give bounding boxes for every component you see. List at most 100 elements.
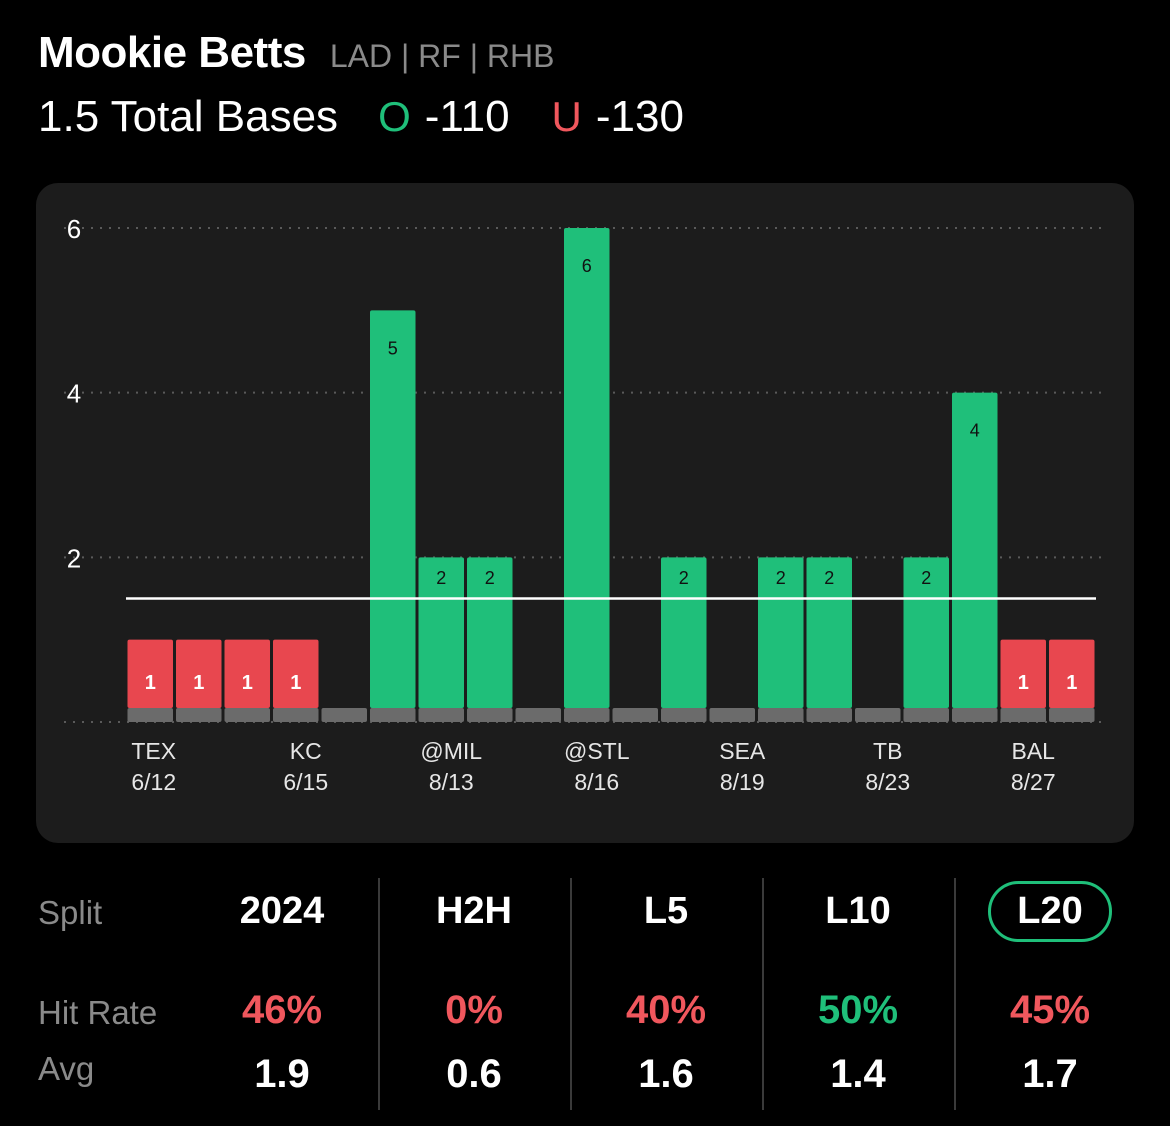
- y-tick-label: 2: [67, 543, 81, 573]
- bar-value-label: 2: [485, 568, 495, 588]
- bar-value-label: 2: [824, 568, 834, 588]
- game-log-chart: 2 4 6 1 1 1 1 5 2 2 6 2 2 2 2 4 1 1 TEX 6/12 KC 6/15 @MIL 8/13 @…: [36, 183, 1134, 843]
- bar-base: [321, 708, 367, 722]
- split-tab-label: H2H: [435, 890, 513, 932]
- x-date-label: 6/15: [283, 769, 328, 795]
- hit-rate-value: 46%: [241, 988, 323, 1032]
- under-icon: U: [551, 93, 582, 140]
- bar-value-label: 2: [679, 568, 689, 588]
- bar-value-label: 1: [1066, 672, 1077, 694]
- bar-value-label: 1: [193, 672, 204, 694]
- hit-rate-value: 40%: [625, 988, 707, 1032]
- bar-value-label: 4: [970, 421, 980, 441]
- split-tab[interactable]: L5: [571, 890, 761, 933]
- hit-rate-value: 45%: [1009, 988, 1091, 1032]
- x-team-label: SEA: [719, 738, 766, 764]
- bar-value-label: 2: [776, 568, 786, 588]
- bar: [952, 392, 998, 708]
- prop-header: Mookie Betts LAD | RF | RHB 1.5 Total Ba…: [38, 28, 684, 142]
- hit-rate-value: 0%: [445, 988, 503, 1032]
- x-team-label: TEX: [131, 738, 176, 764]
- x-date-label: 8/27: [1011, 769, 1056, 795]
- split-tab-label: L20: [988, 881, 1112, 942]
- player-name: Mookie Betts: [38, 28, 306, 77]
- x-date-label: 8/16: [574, 769, 619, 795]
- x-date-label: 8/23: [865, 769, 910, 795]
- bar: [758, 557, 804, 708]
- avg-value: 0.6: [446, 1052, 502, 1096]
- bar-base: [855, 708, 901, 722]
- prop-row: 1.5 Total Bases O -110 U -130: [38, 92, 684, 142]
- avg-label: Avg: [38, 1050, 95, 1087]
- bar: [1049, 639, 1095, 708]
- bar-base: [467, 708, 513, 722]
- bar-base: [661, 708, 707, 722]
- bar-base: [418, 708, 464, 722]
- player-row: Mookie Betts LAD | RF | RHB: [38, 28, 684, 78]
- bar-base: [127, 708, 173, 722]
- bar-base: [1049, 708, 1095, 722]
- bar-base: [612, 708, 658, 722]
- split-tab[interactable]: 2024: [187, 890, 377, 933]
- under-odds-value: -130: [595, 92, 684, 141]
- split-tab[interactable]: H2H: [379, 890, 569, 933]
- bar: [273, 639, 319, 708]
- bar-base: [1000, 708, 1046, 722]
- bar-base: [903, 708, 949, 722]
- bar: [564, 228, 610, 708]
- bar-chart: 2 4 6 1 1 1 1 5 2 2 6 2 2 2 2 4 1 1 TEX 6/12 KC 6/15 @MIL 8/13 @…: [64, 214, 1102, 795]
- bar-base: [806, 708, 852, 722]
- bar: [418, 557, 464, 708]
- column-divider: [570, 878, 572, 1110]
- column-divider: [954, 878, 956, 1110]
- player-meta: LAD | RF | RHB: [329, 38, 555, 74]
- bar-base: [176, 708, 222, 722]
- bar-base: [224, 708, 270, 722]
- bar: [1000, 639, 1046, 708]
- splits-table: Split Hit Rate Avg 2024 46% 1.9 H2H 0% 0.6 L5 4…: [0, 870, 1170, 1126]
- split-tab-label: 2024: [239, 890, 325, 932]
- bar-base: [758, 708, 804, 722]
- split-tab-label: L10: [825, 890, 891, 932]
- prop-line: 1.5 Total Bases: [38, 92, 339, 141]
- over-odds[interactable]: O -110: [378, 92, 509, 142]
- under-odds[interactable]: U -130: [552, 92, 684, 142]
- y-tick-label: 4: [67, 379, 81, 409]
- bar-value-label: 1: [290, 672, 301, 694]
- bar-base: [564, 708, 610, 722]
- bar-value-label: 6: [582, 256, 592, 276]
- avg-value: 1.6: [638, 1052, 694, 1096]
- avg-value: 1.4: [830, 1052, 886, 1096]
- x-team-label: KC: [290, 738, 322, 764]
- bar-base: [709, 708, 755, 722]
- x-team-label: @MIL: [420, 738, 482, 764]
- bar-base: [515, 708, 561, 722]
- over-icon: O: [378, 93, 411, 140]
- split-label: Split: [38, 894, 103, 931]
- bar: [903, 557, 949, 708]
- x-team-label: TB: [873, 738, 902, 764]
- bar: [176, 639, 222, 708]
- bar-base: [370, 708, 416, 722]
- avg-value: 1.7: [1022, 1052, 1078, 1096]
- x-date-label: 6/12: [131, 769, 176, 795]
- x-date-label: 8/13: [429, 769, 474, 795]
- bar-value-label: 1: [145, 672, 156, 694]
- bar-value-label: 2: [921, 568, 931, 588]
- column-divider: [378, 878, 380, 1110]
- split-tab-label: L5: [643, 890, 689, 932]
- bar: [370, 310, 416, 708]
- split-tab[interactable]: L20: [955, 881, 1145, 942]
- bar: [661, 557, 707, 708]
- x-date-label: 8/19: [720, 769, 765, 795]
- split-tab[interactable]: L10: [763, 890, 953, 933]
- bar-base: [273, 708, 319, 722]
- bar-value-label: 1: [242, 672, 253, 694]
- column-divider: [762, 878, 764, 1110]
- bar-value-label: 5: [388, 338, 398, 358]
- bar: [467, 557, 513, 708]
- x-team-label: @STL: [564, 738, 630, 764]
- bar: [224, 639, 270, 708]
- avg-value: 1.9: [254, 1052, 310, 1096]
- bar: [806, 557, 852, 708]
